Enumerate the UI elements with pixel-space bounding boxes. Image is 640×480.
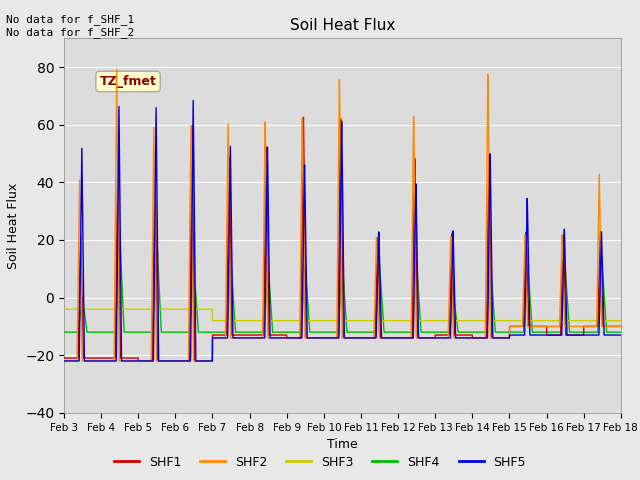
SHF4 [116,232,124,238]
SHF1 [300,115,307,120]
SHF1 [617,324,625,329]
SHF4 [617,329,625,335]
SHF5 [274,335,282,341]
Line: SHF4: SHF4 [64,235,621,332]
SHF2 [113,66,120,72]
SHF5 [546,332,554,338]
SHF4 [546,329,554,335]
SHF5 [189,97,197,103]
SHF4 [606,329,614,335]
SHF5 [606,332,614,338]
SHF3 [606,318,614,324]
Line: SHF3: SHF3 [64,119,621,321]
SHF3 [274,318,282,324]
SHF3 [338,116,346,122]
SHF5 [157,358,164,364]
SHF1 [298,247,306,252]
Line: SHF1: SHF1 [64,118,621,361]
SHF1 [606,324,614,329]
Y-axis label: Soil Heat Flux: Soil Heat Flux [6,182,20,269]
SHF1 [157,358,164,364]
Legend: SHF1, SHF2, SHF3, SHF4, SHF5: SHF1, SHF2, SHF3, SHF4, SHF5 [109,451,531,474]
Title: Soil Heat Flux: Soil Heat Flux [290,18,395,33]
SHF4 [60,329,68,335]
SHF3 [60,306,68,312]
SHF1 [124,355,131,361]
Line: SHF5: SHF5 [64,100,621,361]
SHF4 [274,329,282,335]
SHF2 [274,335,282,341]
SHF3 [124,306,131,312]
SHF2 [298,149,306,155]
SHF4 [298,314,306,320]
Text: No data for f_SHF_1
No data for f_SHF_2: No data for f_SHF_1 No data for f_SHF_2 [6,14,134,38]
SHF3 [209,318,216,324]
Line: SHF2: SHF2 [64,69,621,361]
SHF2 [157,358,164,364]
SHF1 [547,332,554,338]
SHF3 [617,318,625,324]
SHF2 [606,324,614,329]
Text: TZ_fmet: TZ_fmet [100,75,156,88]
SHF2 [617,324,625,329]
SHF5 [617,332,625,338]
SHF5 [124,358,131,364]
SHF3 [298,318,306,324]
SHF3 [547,318,554,324]
SHF1 [60,355,68,361]
SHF2 [546,324,554,329]
SHF5 [298,335,306,341]
X-axis label: Time: Time [327,438,358,451]
SHF5 [60,358,68,364]
SHF3 [157,306,164,312]
SHF1 [274,332,282,338]
SHF4 [124,329,132,335]
SHF2 [60,358,68,364]
SHF1 [134,358,142,364]
SHF4 [157,318,164,324]
SHF2 [124,358,132,364]
